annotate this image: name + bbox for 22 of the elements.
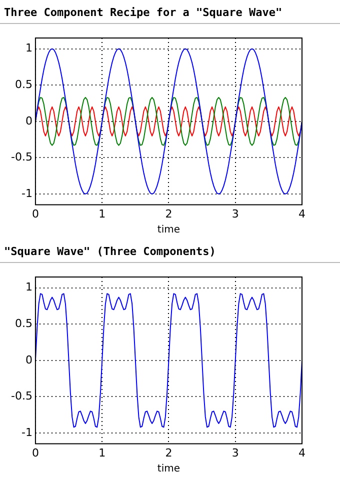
y-tick-label: 0.5 — [14, 317, 32, 330]
y-tick-label: 0 — [25, 353, 32, 366]
y-tick-label: 0.5 — [14, 78, 32, 91]
y-tick-label: -0.5 — [10, 390, 32, 403]
chart-title: "Square Wave" (Three Components) — [0, 239, 340, 263]
y-tick-label: 0 — [25, 114, 32, 128]
x-tick-label: 4 — [298, 207, 306, 220]
y-tick-label: 1 — [25, 280, 32, 294]
x-axis-title: time — [157, 224, 180, 236]
x-tick-label: 2 — [165, 446, 172, 460]
y-tick-label: -1 — [21, 186, 32, 200]
x-tick-label: 3 — [232, 207, 239, 220]
x-axis-title: time — [157, 464, 180, 475]
x-tick-label: 1 — [98, 207, 106, 220]
chart-title: Three Component Recipe for a "Square Wave" — [0, 0, 340, 24]
x-tick-label: 4 — [298, 446, 306, 460]
x-tick-label: 2 — [165, 207, 172, 220]
x-tick-label: 1 — [98, 446, 106, 460]
x-tick-label: 3 — [232, 446, 239, 460]
y-tick-label: -1 — [21, 426, 32, 439]
y-tick-label: 1 — [25, 42, 32, 55]
y-tick-label: -0.5 — [10, 150, 32, 164]
